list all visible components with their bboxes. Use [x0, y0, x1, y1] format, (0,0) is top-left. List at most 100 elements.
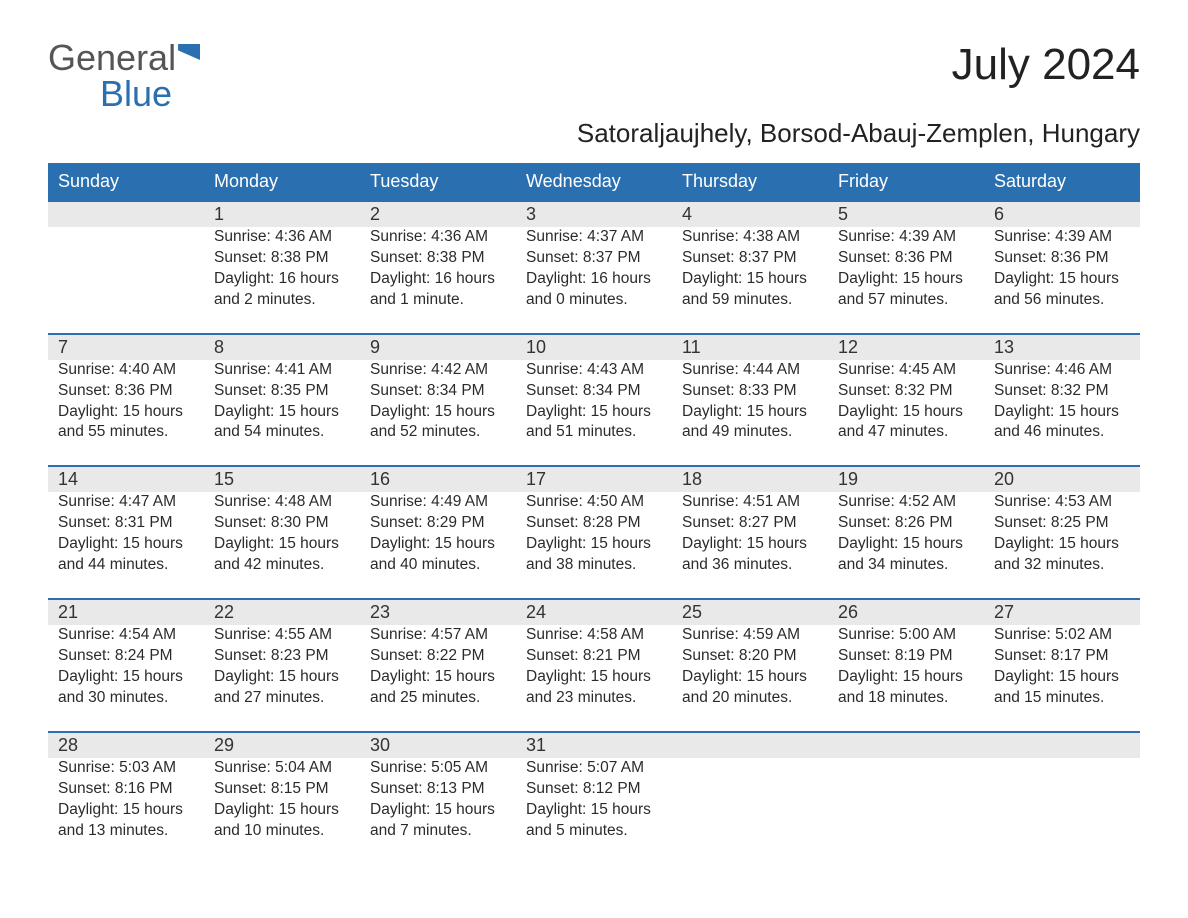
day-line-d2: and 44 minutes.: [58, 555, 194, 576]
day-line-sr: Sunrise: 4:40 AM: [58, 360, 194, 381]
day-line-d1: Daylight: 15 hours: [58, 402, 194, 423]
day-line-sr: Sunrise: 4:36 AM: [214, 227, 350, 248]
day-number-cell: [828, 732, 984, 758]
day-line-sr: Sunrise: 4:49 AM: [370, 492, 506, 513]
day-cell: Sunrise: 4:54 AMSunset: 8:24 PMDaylight:…: [48, 625, 204, 732]
day-number-cell: [984, 732, 1140, 758]
day-number-cell: 30: [360, 732, 516, 758]
day-cell: Sunrise: 4:39 AMSunset: 8:36 PMDaylight:…: [828, 227, 984, 334]
day-line-d1: Daylight: 15 hours: [682, 269, 818, 290]
day-number-cell: [672, 732, 828, 758]
day-cell: Sunrise: 4:42 AMSunset: 8:34 PMDaylight:…: [360, 360, 516, 467]
header: General Blue July 2024: [48, 40, 1140, 112]
calendar-table: SundayMondayTuesdayWednesdayThursdayFrid…: [48, 163, 1140, 863]
day-cell: Sunrise: 4:43 AMSunset: 8:34 PMDaylight:…: [516, 360, 672, 467]
day-line-ss: Sunset: 8:15 PM: [214, 779, 350, 800]
day-cell-content: Sunrise: 4:54 AMSunset: 8:24 PMDaylight:…: [58, 625, 194, 709]
day-line-ss: Sunset: 8:33 PM: [682, 381, 818, 402]
day-number-cell: 13: [984, 334, 1140, 360]
day-line-ss: Sunset: 8:37 PM: [526, 248, 662, 269]
day-cell-content: Sunrise: 4:42 AMSunset: 8:34 PMDaylight:…: [370, 360, 506, 444]
day-number-cell: 21: [48, 599, 204, 625]
day-cell: Sunrise: 4:50 AMSunset: 8:28 PMDaylight:…: [516, 492, 672, 599]
day-cell-content: Sunrise: 4:47 AMSunset: 8:31 PMDaylight:…: [58, 492, 194, 576]
day-line-d1: Daylight: 15 hours: [526, 402, 662, 423]
day-line-sr: Sunrise: 4:59 AM: [682, 625, 818, 646]
day-line-sr: Sunrise: 4:50 AM: [526, 492, 662, 513]
day-line-d1: Daylight: 15 hours: [994, 269, 1130, 290]
day-cell-content: Sunrise: 4:57 AMSunset: 8:22 PMDaylight:…: [370, 625, 506, 709]
day-line-d2: and 23 minutes.: [526, 688, 662, 709]
day-line-d1: Daylight: 15 hours: [58, 667, 194, 688]
day-line-ss: Sunset: 8:32 PM: [994, 381, 1130, 402]
weekday-header: Saturday: [984, 163, 1140, 201]
day-line-d1: Daylight: 15 hours: [214, 534, 350, 555]
day-number-cell: 15: [204, 466, 360, 492]
day-cell: Sunrise: 4:59 AMSunset: 8:20 PMDaylight:…: [672, 625, 828, 732]
day-cell: Sunrise: 5:00 AMSunset: 8:19 PMDaylight:…: [828, 625, 984, 732]
day-line-ss: Sunset: 8:36 PM: [58, 381, 194, 402]
day-cell-content: Sunrise: 4:49 AMSunset: 8:29 PMDaylight:…: [370, 492, 506, 576]
day-line-sr: Sunrise: 4:37 AM: [526, 227, 662, 248]
day-cell: Sunrise: 4:40 AMSunset: 8:36 PMDaylight:…: [48, 360, 204, 467]
day-cell: Sunrise: 4:36 AMSunset: 8:38 PMDaylight:…: [360, 227, 516, 334]
day-line-sr: Sunrise: 4:57 AM: [370, 625, 506, 646]
day-line-d2: and 15 minutes.: [994, 688, 1130, 709]
day-cell-content: Sunrise: 4:41 AMSunset: 8:35 PMDaylight:…: [214, 360, 350, 444]
day-number-cell: 8: [204, 334, 360, 360]
day-number-cell: 18: [672, 466, 828, 492]
day-cell: Sunrise: 4:47 AMSunset: 8:31 PMDaylight:…: [48, 492, 204, 599]
day-line-d2: and 56 minutes.: [994, 290, 1130, 311]
day-line-d1: Daylight: 15 hours: [214, 402, 350, 423]
day-cell-content: Sunrise: 4:58 AMSunset: 8:21 PMDaylight:…: [526, 625, 662, 709]
day-line-d1: Daylight: 16 hours: [214, 269, 350, 290]
day-line-d2: and 18 minutes.: [838, 688, 974, 709]
day-line-d1: Daylight: 15 hours: [58, 534, 194, 555]
flag-icon: [178, 44, 200, 60]
day-line-ss: Sunset: 8:36 PM: [838, 248, 974, 269]
day-number-cell: 17: [516, 466, 672, 492]
day-cell: Sunrise: 4:44 AMSunset: 8:33 PMDaylight:…: [672, 360, 828, 467]
day-line-ss: Sunset: 8:16 PM: [58, 779, 194, 800]
day-number-cell: 1: [204, 201, 360, 227]
day-line-d2: and 25 minutes.: [370, 688, 506, 709]
day-content-row: Sunrise: 4:40 AMSunset: 8:36 PMDaylight:…: [48, 360, 1140, 467]
day-line-ss: Sunset: 8:28 PM: [526, 513, 662, 534]
day-line-sr: Sunrise: 5:03 AM: [58, 758, 194, 779]
day-line-d1: Daylight: 15 hours: [994, 402, 1130, 423]
day-line-d2: and 52 minutes.: [370, 422, 506, 443]
day-content-row: Sunrise: 5:03 AMSunset: 8:16 PM Daylight:…: [48, 758, 1140, 864]
day-cell: Sunrise: 4:52 AMSunset: 8:26 PMDaylight:…: [828, 492, 984, 599]
day-line-ss: Sunset: 8:21 PM: [526, 646, 662, 667]
day-number-cell: 31: [516, 732, 672, 758]
day-line-sr: Sunrise: 4:55 AM: [214, 625, 350, 646]
day-cell: Sunrise: 5:07 AMSunset: 8:12 PMDaylight:…: [516, 758, 672, 864]
day-cell-content: Sunrise: 4:36 AMSunset: 8:38 PMDaylight:…: [370, 227, 506, 311]
day-number-row: 78910111213: [48, 334, 1140, 360]
day-line-sr: Sunrise: 4:39 AM: [994, 227, 1130, 248]
day-cell-content: Sunrise: 4:52 AMSunset: 8:26 PMDaylight:…: [838, 492, 974, 576]
day-line-d2: and 54 minutes.: [214, 422, 350, 443]
day-cell: Sunrise: 5:03 AMSunset: 8:16 PMDaylight:…: [48, 758, 204, 864]
day-line-d1: Daylight: 15 hours: [838, 269, 974, 290]
day-number-cell: 22: [204, 599, 360, 625]
day-cell: Sunrise: 4:36 AMSunset: 8:38 PMDaylight:…: [204, 227, 360, 334]
day-line-d1: Daylight: 15 hours: [214, 800, 350, 821]
day-line-sr: Sunrise: 4:42 AM: [370, 360, 506, 381]
day-line-d2: and 57 minutes.: [838, 290, 974, 311]
day-line-d2: and 1 minute.: [370, 290, 506, 311]
day-cell: Sunrise: 4:45 AMSunset: 8:32 PMDaylight:…: [828, 360, 984, 467]
day-cell-content: Sunrise: 5:02 AMSunset: 8:17 PMDaylight:…: [994, 625, 1130, 709]
day-cell-content: Sunrise: 4:55 AMSunset: 8:23 PMDaylight:…: [214, 625, 350, 709]
weekday-header-row: SundayMondayTuesdayWednesdayThursdayFrid…: [48, 163, 1140, 201]
day-line-ss: Sunset: 8:31 PM: [58, 513, 194, 534]
day-cell-content: Sunrise: 4:59 AMSunset: 8:20 PMDaylight:…: [682, 625, 818, 709]
weekday-header: Tuesday: [360, 163, 516, 201]
logo: General Blue: [48, 40, 200, 112]
day-line-d1: Daylight: 15 hours: [682, 534, 818, 555]
day-line-d2: and 42 minutes.: [214, 555, 350, 576]
day-line-ss: Sunset: 8:34 PM: [370, 381, 506, 402]
day-cell: Sunrise: 4:58 AMSunset: 8:21 PMDaylight:…: [516, 625, 672, 732]
day-cell: Sunrise: 5:02 AMSunset: 8:17 PMDaylight:…: [984, 625, 1140, 732]
day-line-ss: Sunset: 8:17 PM: [994, 646, 1130, 667]
